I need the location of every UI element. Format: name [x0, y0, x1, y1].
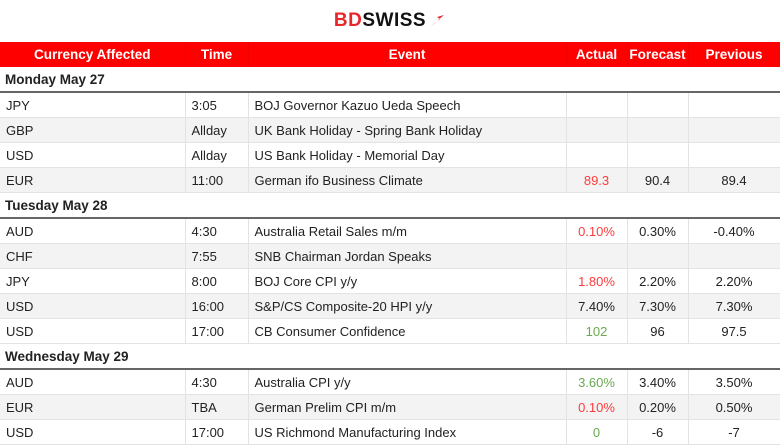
day-label: Monday May 27 — [0, 67, 780, 93]
cell-time: 7:55 — [185, 243, 249, 269]
cell-time: Allday — [185, 117, 249, 143]
event-row: JPY 8:00 BOJ Core CPI y/y 1.80% 2.20% 2.20% — [0, 268, 780, 294]
cell-forecast: 0.30% — [627, 218, 689, 244]
column-header-forecast: Forecast — [627, 42, 689, 67]
cell-time: 4:30 — [185, 369, 249, 395]
cell-actual — [566, 243, 628, 269]
event-row: USD 17:00 US Richmond Manufacturing Index 0… — [0, 419, 780, 445]
cell-previous: 7.30% — [688, 293, 780, 319]
cell-event: BOJ Governor Kazuo Ueda Speech — [248, 92, 567, 118]
cell-time: 8:00 — [185, 268, 249, 294]
day-header: Wednesday May 29 — [0, 343, 780, 370]
cell-actual: 89.3 — [566, 167, 628, 193]
cell-currency: CHF — [0, 243, 186, 269]
cell-previous — [688, 117, 780, 143]
cell-event: SNB Chairman Jordan Speaks — [248, 243, 567, 269]
event-row: EUR TBA German Prelim CPI m/m 0.10% 0.20% 0.5… — [0, 394, 780, 420]
event-row: USD Allday US Bank Holiday - Memorial Day — [0, 142, 780, 168]
cell-event: Australia Retail Sales m/m — [248, 218, 567, 244]
cell-previous: 97.5 — [688, 318, 780, 344]
event-row: JPY 3:05 BOJ Governor Kazuo Ueda Speech — [0, 92, 780, 118]
cell-actual — [566, 142, 628, 168]
cell-event: US Richmond Manufacturing Index — [248, 419, 567, 445]
cell-forecast: 7.30% — [627, 293, 689, 319]
cell-previous: 3.50% — [688, 369, 780, 395]
event-row: EUR 11:00 German ifo Business Climate 89.3 9… — [0, 167, 780, 193]
cell-actual — [566, 117, 628, 143]
cell-event: German Prelim CPI m/m — [248, 394, 567, 420]
cell-actual: 0.10% — [566, 394, 628, 420]
cell-time: 16:00 — [185, 293, 249, 319]
cell-previous — [688, 142, 780, 168]
column-header-time: Time — [185, 42, 249, 67]
cell-time: 17:00 — [185, 318, 249, 344]
day-header: Monday May 27 — [0, 67, 780, 93]
cell-previous: 0.50% — [688, 394, 780, 420]
economic-calendar-table: Currency Affected Time Event Actual Forecast… — [0, 42, 780, 445]
column-header-event: Event — [248, 42, 567, 67]
cell-actual: 0.10% — [566, 218, 628, 244]
cell-event: US Bank Holiday - Memorial Day — [248, 142, 567, 168]
column-header-actual: Actual — [566, 42, 628, 67]
column-header-currency: Currency Affected — [0, 42, 186, 67]
cell-actual: 3.60% — [566, 369, 628, 395]
cell-actual: 7.40% — [566, 293, 628, 319]
cell-currency: USD — [0, 142, 186, 168]
cell-currency: USD — [0, 293, 186, 319]
cell-actual: 1.80% — [566, 268, 628, 294]
cell-previous: 89.4 — [688, 167, 780, 193]
cell-currency: EUR — [0, 167, 186, 193]
cell-time: 3:05 — [185, 92, 249, 118]
cell-currency: AUD — [0, 218, 186, 244]
cell-currency: JPY — [0, 268, 186, 294]
event-row: GBP Allday UK Bank Holiday - Spring Bank H… — [0, 117, 780, 143]
cell-currency: USD — [0, 318, 186, 344]
cell-event: BOJ Core CPI y/y — [248, 268, 567, 294]
cell-currency: JPY — [0, 92, 186, 118]
cell-forecast: 3.40% — [627, 369, 689, 395]
cell-time: 17:00 — [185, 419, 249, 445]
cell-event: S&P/CS Composite-20 HPI y/y — [248, 293, 567, 319]
cell-time: 11:00 — [185, 167, 249, 193]
bdswiss-logo: BD SWISS — [0, 0, 780, 42]
cell-forecast — [627, 243, 689, 269]
event-row: USD 16:00 S&P/CS Composite-20 HPI y/y 7.40%… — [0, 293, 780, 319]
cell-forecast: 96 — [627, 318, 689, 344]
cell-currency: USD — [0, 419, 186, 445]
cell-previous — [688, 243, 780, 269]
cell-time: Allday — [185, 142, 249, 168]
cell-forecast — [627, 117, 689, 143]
event-row: USD 17:00 CB Consumer Confidence 102 96 97.5 — [0, 318, 780, 344]
cell-time: 4:30 — [185, 218, 249, 244]
cell-currency: AUD — [0, 369, 186, 395]
event-row: CHF 7:55 SNB Chairman Jordan Speaks — [0, 243, 780, 269]
cell-actual: 0 — [566, 419, 628, 445]
cell-previous — [688, 92, 780, 118]
day-header: Tuesday May 28 — [0, 192, 780, 219]
event-row: AUD 4:30 Australia CPI y/y 3.60% 3.40% 3.50% — [0, 369, 780, 395]
day-label: Wednesday May 29 — [0, 343, 780, 370]
cell-forecast: 2.20% — [627, 268, 689, 294]
cell-forecast — [627, 92, 689, 118]
cell-currency: EUR — [0, 394, 186, 420]
cell-previous: 2.20% — [688, 268, 780, 294]
cell-forecast: 0.20% — [627, 394, 689, 420]
cell-currency: GBP — [0, 117, 186, 143]
cell-actual: 102 — [566, 318, 628, 344]
cell-event: German ifo Business Climate — [248, 167, 567, 193]
cell-time: TBA — [185, 394, 249, 420]
cell-previous: -7 — [688, 419, 780, 445]
cell-previous: -0.40% — [688, 218, 780, 244]
cell-event: UK Bank Holiday - Spring Bank Holiday — [248, 117, 567, 143]
cell-forecast: -6 — [627, 419, 689, 445]
cell-event: CB Consumer Confidence — [248, 318, 567, 344]
cell-forecast: 90.4 — [627, 167, 689, 193]
logo-arrow-icon — [430, 15, 445, 27]
event-row: AUD 4:30 Australia Retail Sales m/m 0.10% 0.… — [0, 218, 780, 244]
cell-forecast — [627, 142, 689, 168]
cell-event: Australia CPI y/y — [248, 369, 567, 395]
column-header-previous: Previous — [688, 42, 780, 67]
cell-actual — [566, 92, 628, 118]
day-label: Tuesday May 28 — [0, 192, 780, 219]
